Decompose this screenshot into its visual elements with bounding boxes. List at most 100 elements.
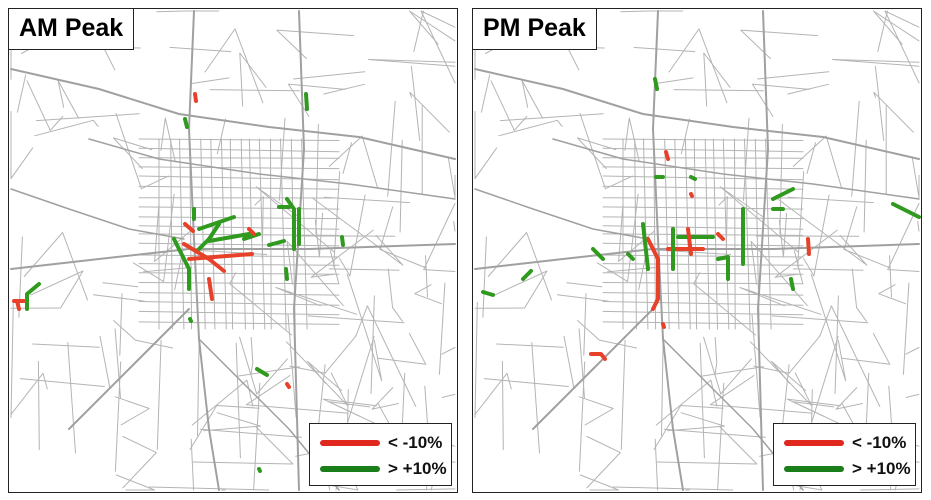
street [275, 287, 358, 315]
street [370, 295, 375, 394]
street [204, 28, 264, 104]
street [396, 488, 456, 491]
street [602, 263, 804, 266]
street [874, 65, 885, 141]
street [714, 337, 718, 374]
street [169, 46, 232, 53]
street [115, 474, 156, 491]
increase-segment [689, 175, 697, 181]
highway [10, 68, 456, 160]
legend-item-increase: > +10% [784, 459, 911, 479]
street [36, 113, 140, 122]
street [307, 315, 405, 324]
street [578, 396, 614, 426]
street [563, 335, 575, 389]
pm-road-network-map [474, 10, 921, 491]
street [138, 292, 340, 296]
street [480, 74, 491, 113]
street [579, 113, 633, 190]
street [447, 157, 456, 199]
am-road-network-map [10, 10, 456, 491]
decrease-segment [207, 277, 214, 301]
street [602, 254, 804, 258]
decrease-segment [589, 352, 607, 361]
street [10, 372, 48, 415]
street [884, 10, 920, 84]
street [841, 333, 891, 365]
street [138, 185, 340, 190]
street [577, 320, 637, 349]
street [10, 111, 34, 180]
street [703, 336, 752, 395]
street [32, 343, 100, 348]
street [887, 202, 920, 272]
highway [188, 10, 220, 491]
street [602, 233, 804, 236]
street [602, 272, 804, 275]
street [602, 216, 804, 220]
street [191, 249, 268, 255]
street [602, 242, 804, 247]
street [661, 335, 664, 436]
street [114, 361, 122, 472]
street [693, 138, 698, 330]
highway [10, 188, 185, 240]
street [293, 71, 366, 80]
street [346, 273, 383, 382]
street [114, 396, 150, 426]
increase-segment [285, 197, 296, 251]
street [835, 387, 863, 410]
street [810, 273, 847, 382]
decrease-segment [193, 92, 198, 103]
am-panel-title: AM Peak [9, 9, 135, 50]
street [490, 80, 528, 131]
street [797, 171, 805, 268]
street [122, 436, 157, 489]
street [239, 52, 267, 107]
street [371, 387, 399, 410]
highway [532, 308, 654, 430]
street [119, 293, 123, 356]
street [425, 255, 428, 298]
street [860, 488, 920, 491]
street [191, 77, 230, 84]
street [474, 372, 512, 415]
street [793, 250, 804, 285]
street [703, 52, 731, 107]
legend-item-increase: > +10% [320, 459, 447, 479]
increase-segment [197, 222, 221, 251]
street [154, 202, 192, 262]
street [618, 202, 656, 262]
decrease-segment [686, 227, 693, 256]
street [602, 185, 804, 190]
increase-segment [771, 187, 795, 201]
street [138, 301, 340, 306]
street [753, 336, 820, 374]
street [498, 119, 563, 137]
increase-segment [188, 317, 193, 323]
street [138, 282, 340, 285]
street [367, 59, 456, 63]
street [315, 124, 319, 235]
street [191, 379, 254, 426]
street [285, 341, 348, 406]
street [441, 393, 456, 398]
street [655, 77, 694, 84]
street [579, 474, 620, 491]
legend-label: < -10% [388, 433, 443, 452]
street [328, 401, 381, 427]
street [423, 202, 456, 272]
increase-segment [25, 282, 41, 311]
street [496, 343, 564, 348]
street [699, 342, 705, 459]
pm-legend: < -10% > +10% [773, 423, 916, 486]
street [339, 194, 366, 277]
street [902, 282, 910, 375]
street [717, 382, 725, 491]
street [377, 333, 427, 365]
am-peak-map-panel: AM Peak < -10% > +10% [8, 8, 458, 493]
street [803, 194, 830, 277]
legend-item-decrease: < -10% [320, 433, 442, 453]
street [673, 89, 765, 92]
increase-segment [242, 232, 261, 241]
